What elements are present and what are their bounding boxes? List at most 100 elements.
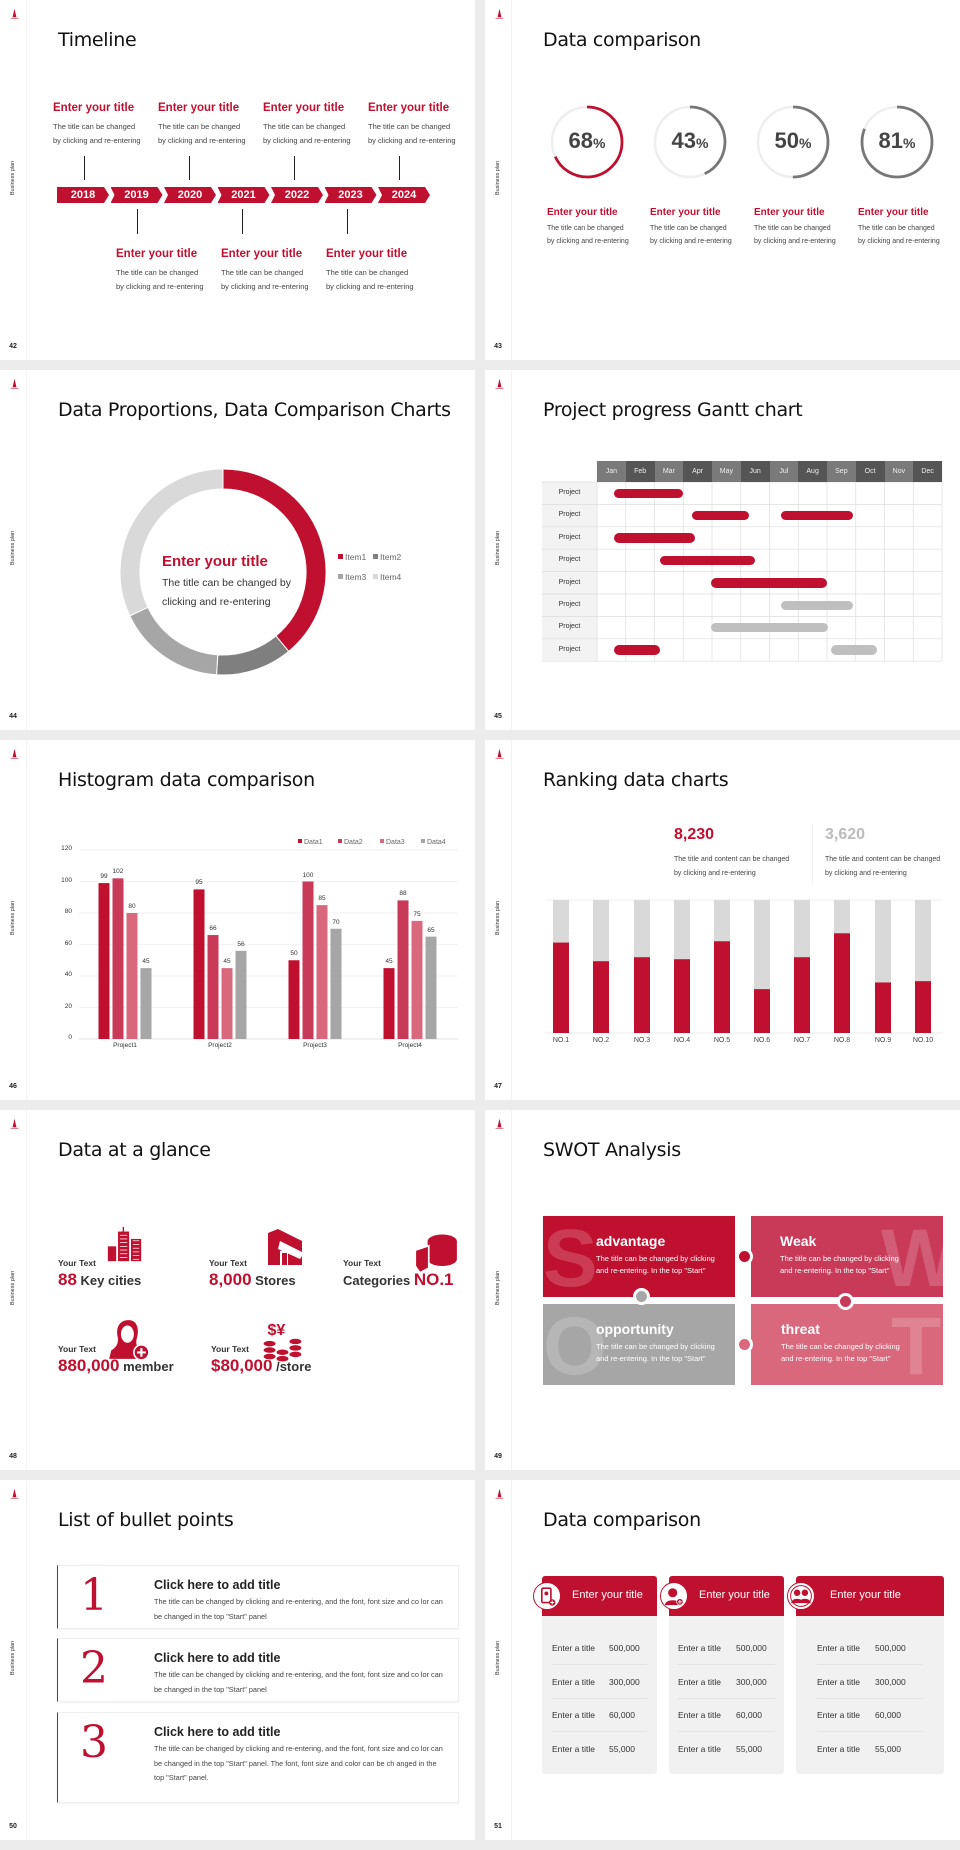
data-card[interactable]: Enter your title Enter a title 500,000 Ente… [533, 1576, 657, 1774]
slide-title[interactable]: List of bullet points [58, 1509, 234, 1531]
gantt-bar[interactable] [660, 555, 756, 566]
card-header[interactable]: Enter your title [542, 1576, 657, 1616]
histogram-bar [126, 913, 138, 1039]
y-tick-label: 120 [61, 845, 72, 852]
timeline-item-title[interactable]: Enter your title [263, 102, 345, 114]
progress-item-title[interactable]: Enter your title [754, 207, 825, 218]
bullet-number: 3 [80, 1717, 108, 1768]
bullet-item[interactable]: 1 Click here to add title The title can be… [57, 1565, 459, 1629]
glance-value: $80,000 /store [211, 1356, 311, 1376]
puzzle-knob [736, 1248, 753, 1265]
card-row-value: 500,000 [609, 1643, 640, 1653]
bullet-title[interactable]: Click here to add title [154, 1651, 281, 1665]
slide-bullet-list[interactable]: Business plan 50 List of bullet points 1 Cli… [0, 1480, 475, 1840]
timeline-item-title[interactable]: Enter your title [326, 248, 408, 260]
progress-item-title[interactable]: Enter your title [547, 207, 618, 218]
slide-title[interactable]: Data comparison [543, 29, 701, 51]
legend-item: Item3 [338, 572, 366, 582]
card-header[interactable]: Enter your title [669, 1576, 784, 1616]
bullet-desc: The title can be changed by clicking and… [154, 1744, 443, 1782]
bullet-title[interactable]: Click here to add title [154, 1725, 281, 1739]
progress-value: 68% [547, 128, 627, 154]
slide-donut-chart[interactable]: Business plan 44 Data Proportions, Data Co… [0, 370, 475, 730]
legend-swatch [338, 839, 342, 843]
x-category-label: Project3 [303, 1042, 327, 1049]
histogram-bar [302, 881, 314, 1039]
card-header[interactable]: Enter your title [796, 1576, 944, 1616]
bullet-item[interactable]: 2 Click here to add title The title can be… [57, 1638, 459, 1702]
timeline-year-2023[interactable]: 2023 [325, 187, 377, 203]
slide-gantt-chart[interactable]: Business plan 45 Project progress Gantt ch… [485, 370, 960, 730]
progress-unit: % [593, 135, 606, 151]
bullet-item[interactable]: 3 Click here to add title The title can be… [57, 1712, 459, 1803]
data-card[interactable]: Enter your title Enter a title 500,000 Ente… [787, 1576, 944, 1774]
timeline-year-2021[interactable]: 2021 [218, 187, 270, 203]
logo-icon [493, 1487, 506, 1501]
gantt-bar[interactable] [614, 533, 695, 543]
sidebar-divider [26, 1110, 27, 1470]
progress-item-title[interactable]: Enter your title [858, 207, 929, 218]
slide-title[interactable]: Data Proportions, Data Comparison Charts [58, 399, 451, 421]
glance-value: Categories NO.1 [343, 1270, 454, 1290]
gantt-bar[interactable] [614, 645, 661, 655]
glance-number: 88 [58, 1270, 77, 1289]
timeline-year-2020[interactable]: 2020 [164, 187, 216, 203]
sidebar-divider [26, 370, 27, 730]
legend-item: Data4 [421, 839, 446, 846]
progress-item-title[interactable]: Enter your title [650, 207, 721, 218]
glance-label: Your Text [58, 1344, 96, 1354]
timeline-item-title[interactable]: Enter your title [53, 102, 135, 114]
timeline-item-title[interactable]: Enter your title [368, 102, 450, 114]
bullet-desc: The title can be changed by clicking and… [154, 1597, 443, 1621]
logo-icon [493, 377, 506, 391]
swot-quadrant-w[interactable]: W Weak The title can be changed by clickin… [751, 1216, 943, 1297]
glance-number: 8,000 [209, 1270, 252, 1289]
slide-data-glance[interactable]: Business plan 48 Data at a glance Your Text… [0, 1110, 475, 1470]
timeline-year-2024[interactable]: 2024 [378, 187, 430, 203]
card-row-value: 500,000 [875, 1643, 906, 1653]
slide-title[interactable]: Project progress Gantt chart [543, 399, 803, 421]
timeline-year-2018[interactable]: 2018 [57, 187, 109, 203]
slide-title[interactable]: SWOT Analysis [543, 1139, 681, 1161]
ranking-bar-value [754, 989, 770, 1033]
slide-title[interactable]: Data at a glance [58, 1139, 211, 1161]
logo-icon [8, 7, 21, 21]
slide-histogram[interactable]: Business plan 46 Histogram data comparison… [0, 740, 475, 1100]
gantt-bar[interactable] [831, 645, 878, 655]
data-card[interactable]: Enter your title Enter a title 500,000 Ente… [660, 1576, 784, 1774]
slide-title[interactable]: Ranking data charts [543, 769, 729, 791]
card-row-label: Enter a title [678, 1676, 721, 1687]
timeline-item-title[interactable]: Enter your title [221, 248, 303, 260]
swot-letter: O [543, 1304, 607, 1386]
legend-swatch [421, 839, 425, 843]
puzzle-knob [837, 1293, 854, 1310]
timeline-item-title[interactable]: Enter your title [116, 248, 198, 260]
swot-letter: T [891, 1304, 942, 1386]
timeline-year-2022[interactable]: 2022 [271, 187, 323, 203]
histogram-bar [112, 878, 124, 1039]
slide-title[interactable]: Data comparison [543, 1509, 701, 1531]
bullet-title[interactable]: Click here to add title [154, 1578, 281, 1592]
gantt-bar[interactable] [691, 510, 750, 521]
timeline-year-2019[interactable]: 2019 [111, 187, 163, 203]
slide-title[interactable]: Histogram data comparison [58, 769, 315, 791]
slide-data-cards[interactable]: Business plan 51 Data comparison Enter your… [485, 1480, 960, 1840]
slide-timeline[interactable]: Business plan 42 Timeline 2018 2019 2020 2021 2… [0, 0, 475, 360]
gantt-bar[interactable] [614, 488, 684, 498]
timeline-item-title[interactable]: Enter your title [158, 102, 240, 114]
gantt-bar[interactable] [781, 600, 853, 610]
slide-ranking[interactable]: Business plan 47 Ranking data charts 8,230 T… [485, 740, 960, 1100]
slide-title[interactable]: Timeline [58, 29, 137, 51]
user-group-icon [787, 1582, 815, 1610]
donut-center-title[interactable]: Enter your title [162, 553, 268, 570]
gantt-row-label: Project [558, 511, 581, 519]
gantt-bar[interactable] [710, 622, 829, 633]
slide-data-comparison-circles[interactable]: Business plan 43 Data comparison 68% Enter y… [485, 0, 960, 360]
gantt-bar[interactable] [781, 510, 853, 521]
gantt-bar[interactable] [710, 578, 827, 588]
bar-value-label: 56 [237, 940, 245, 948]
